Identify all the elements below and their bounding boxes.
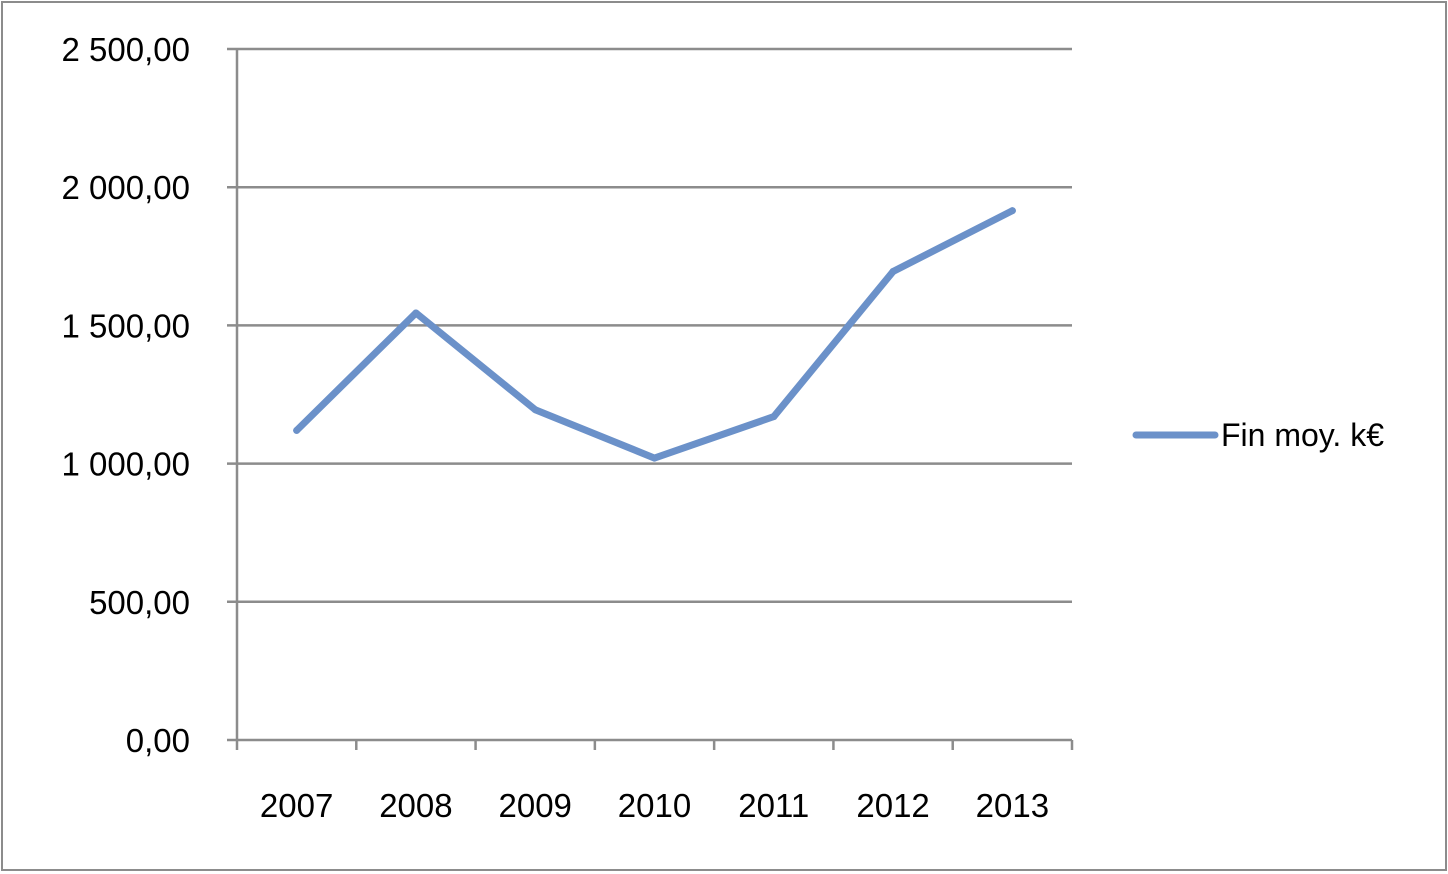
x-tick-label: 2010 (618, 787, 691, 824)
y-tick-label: 2 000,00 (62, 169, 190, 206)
data-point (1008, 207, 1016, 215)
axes (227, 49, 1074, 750)
legend-label: Fin moy. k€ (1221, 417, 1384, 453)
x-tick-label: 2008 (379, 787, 452, 824)
x-tick-label: 2012 (856, 787, 929, 824)
x-tick-label: 2013 (976, 787, 1049, 824)
series-line (293, 207, 1016, 462)
data-point (531, 406, 539, 414)
series-group (293, 207, 1016, 462)
y-tick-labels: 0,00 500,00 1 000,00 1 500,00 2 000,00 2 500,… (62, 31, 190, 759)
x-tick-label: 2009 (499, 787, 572, 824)
y-tick-label: 0,00 (126, 722, 190, 759)
y-tick-label: 1 000,00 (62, 446, 190, 483)
y-tick-label: 2 500,00 (62, 31, 190, 68)
data-point (651, 454, 658, 462)
legend: Fin moy. k€ (1132, 417, 1384, 453)
y-tick-label: 1 500,00 (62, 307, 190, 344)
gridlines (227, 47, 1072, 604)
y-tick-label: 500,00 (89, 584, 190, 621)
data-point (293, 426, 301, 434)
x-tick-label: 2007 (260, 787, 333, 824)
data-point (770, 413, 778, 421)
data-point (412, 309, 420, 317)
data-point (889, 268, 897, 276)
x-tick-labels: 2007 2008 2009 2010 2011 2012 2013 (260, 787, 1049, 824)
x-tick-label: 2011 (738, 787, 809, 824)
line-chart: 0,00 500,00 1 000,00 1 500,00 2 000,00 2 500,… (62, 31, 1385, 824)
